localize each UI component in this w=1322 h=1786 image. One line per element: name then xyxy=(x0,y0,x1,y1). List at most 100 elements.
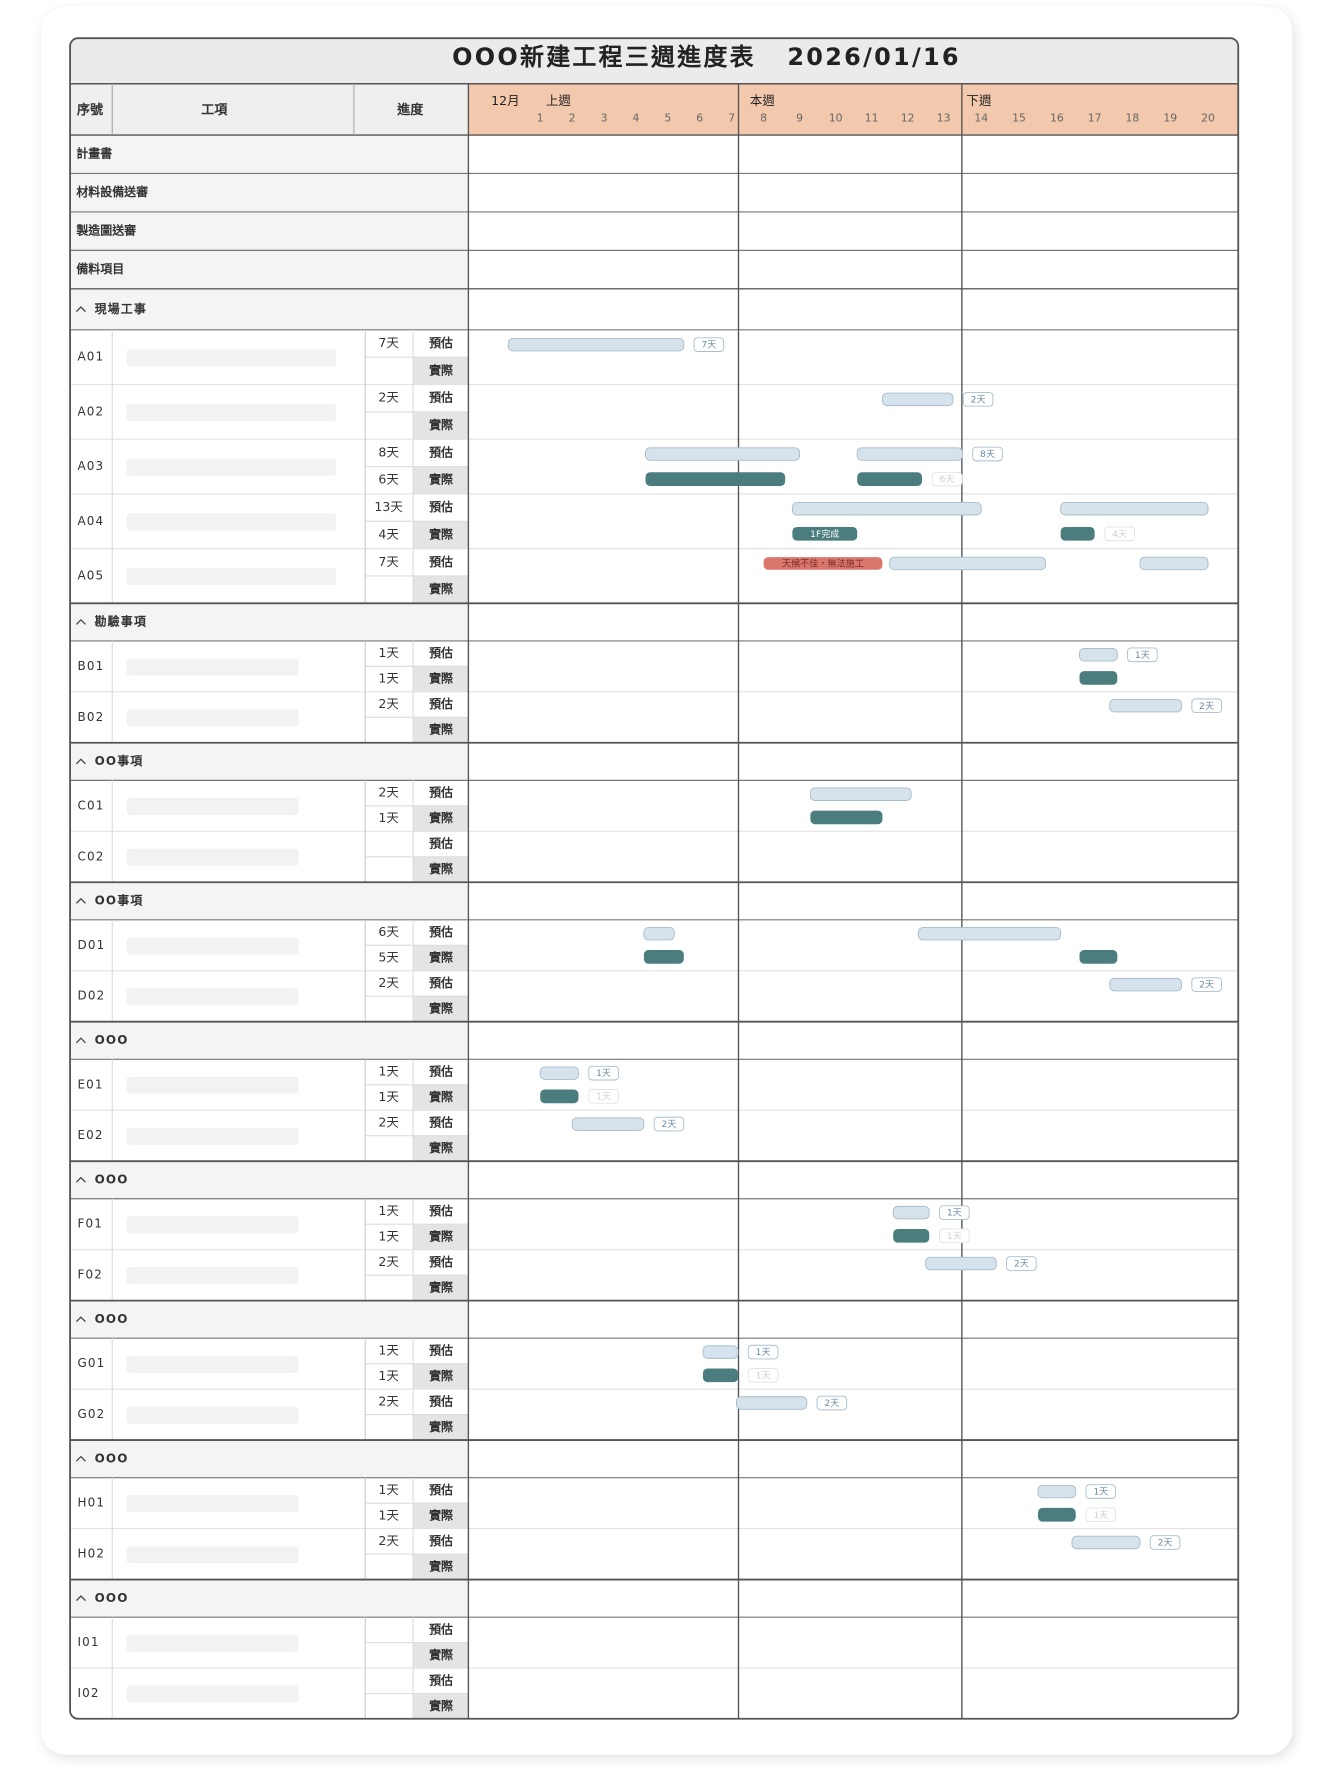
bar-label-pill xyxy=(653,1116,685,1132)
actual-cell-bg xyxy=(413,575,469,604)
day-label: 11 xyxy=(865,111,879,124)
row-type-label: 實際 xyxy=(429,1279,453,1294)
bar-label-pill xyxy=(693,337,725,352)
actual-days: 1天 xyxy=(378,1228,399,1243)
bar-label: 1天 xyxy=(1135,651,1150,661)
actual-days: 6天 xyxy=(378,472,399,487)
actual-bar xyxy=(1079,950,1118,964)
estimate-days: 13天 xyxy=(374,499,403,514)
actual-bar xyxy=(1037,1507,1076,1522)
actual-cell-bg xyxy=(413,1135,469,1162)
estimate-bar xyxy=(1037,1484,1077,1499)
bar-label: 4天 xyxy=(1112,530,1127,540)
row-type-label: 實際 xyxy=(429,722,453,737)
bar-label: 1天 xyxy=(596,1092,611,1102)
row-type-label: 實際 xyxy=(429,1698,453,1713)
week-label: 上週 xyxy=(546,93,572,108)
row-type-label: 實際 xyxy=(429,1647,453,1662)
column-header: 序號 xyxy=(77,101,103,118)
collapse-chevron xyxy=(75,306,86,313)
day-label: 10 xyxy=(829,111,843,124)
actual-cell-bg xyxy=(413,1414,469,1441)
estimate-days: 2天 xyxy=(378,1254,399,1269)
section-header-bg xyxy=(70,1021,469,1060)
actual-cell-bg xyxy=(413,411,469,440)
estimate-days: 1天 xyxy=(378,1482,399,1497)
item-code: A05 xyxy=(77,568,104,582)
estimate-days: 7天 xyxy=(378,554,399,569)
section-header-bg xyxy=(70,1161,469,1199)
row-type-label: 實際 xyxy=(429,472,453,487)
name-placeholder xyxy=(126,1406,299,1424)
line-layer xyxy=(70,82,1239,1720)
name-placeholder xyxy=(126,1216,299,1234)
estimate-bar xyxy=(917,926,1062,941)
estimate-days: 1天 xyxy=(378,1342,399,1357)
row-type-label: 實際 xyxy=(429,581,453,596)
text-layer: OOO新建工程三週進度表 2026/01/16 序號 工項 進度 12月 上週1… xyxy=(75,43,1215,1713)
row-type-label: 預估 xyxy=(429,696,453,711)
estimate-days: 1天 xyxy=(378,1064,399,1079)
section-title: OO事項 xyxy=(95,753,144,768)
name-placeholder xyxy=(126,403,337,422)
plan-row-label: 材料設備送審 xyxy=(75,184,148,199)
row-type-label: 預估 xyxy=(429,499,453,514)
bar-label: 2天 xyxy=(1158,1539,1173,1549)
day-label: 2 xyxy=(569,111,576,124)
column-header: 工項 xyxy=(201,102,228,118)
plan-row-label: 製造圖送審 xyxy=(75,223,136,238)
bar-label-pill xyxy=(931,471,963,487)
section-header-bg xyxy=(70,882,469,920)
actual-cell-bg xyxy=(413,1224,469,1250)
name-placeholder xyxy=(126,709,299,727)
item-code: D02 xyxy=(77,989,105,1003)
bar-label: 2天 xyxy=(824,1399,839,1409)
row-type-label: 預估 xyxy=(429,1254,453,1269)
bar-inside-label: 天候不佳，無法施工 xyxy=(782,558,864,570)
bar-label-pill xyxy=(1104,526,1135,542)
estimate-days: 7天 xyxy=(378,335,399,350)
row-type-label: 實際 xyxy=(429,950,453,965)
row-type-label: 實際 xyxy=(429,1000,453,1015)
actual-bar xyxy=(893,1228,930,1243)
item-code: I02 xyxy=(77,1686,99,1700)
actual-days: 5天 xyxy=(378,950,399,965)
day-label: 4 xyxy=(632,111,639,124)
item-code: E02 xyxy=(77,1128,103,1142)
plan-row-bg xyxy=(70,250,469,289)
row-type-label: 實際 xyxy=(429,1089,453,1104)
actual-cell-bg xyxy=(413,357,469,385)
row-type-label: 實際 xyxy=(429,1507,453,1522)
estimate-bar xyxy=(571,1117,645,1131)
section-title: 勘驗事項 xyxy=(95,614,147,629)
collapse-chevron xyxy=(75,758,86,765)
bar-label-pill xyxy=(1085,1484,1117,1499)
estimate-bar xyxy=(856,447,963,461)
bar-label-pill xyxy=(972,446,1003,462)
plan-row-bg xyxy=(70,173,469,212)
row-type-label: 預估 xyxy=(429,1672,453,1687)
bar-label: 7天 xyxy=(701,341,716,351)
bar-label: 2天 xyxy=(1199,702,1214,712)
month-label: 12月 xyxy=(491,93,519,108)
estimate-days: 6天 xyxy=(378,924,399,939)
actual-cell-bg xyxy=(413,1693,469,1720)
row-type-label: 預估 xyxy=(429,1064,453,1079)
actual-days: 1天 xyxy=(378,671,399,686)
actual-bar xyxy=(645,472,786,486)
bar-label: 1天 xyxy=(756,1371,771,1381)
estimate-days: 2天 xyxy=(378,975,399,990)
item-code: E01 xyxy=(77,1077,103,1091)
row-type-label: 預估 xyxy=(429,1342,453,1357)
name-placeholder xyxy=(126,1127,299,1145)
row-type-label: 預估 xyxy=(429,1203,453,1218)
background-layer xyxy=(70,38,1239,1720)
estimate-bar xyxy=(702,1345,739,1359)
bar-label: 1天 xyxy=(1093,1488,1108,1498)
row-type-label: 預估 xyxy=(429,390,453,405)
row-type-label: 預估 xyxy=(429,444,453,459)
estimate-days: 2天 xyxy=(378,785,399,800)
estimate-bar xyxy=(1109,977,1183,992)
